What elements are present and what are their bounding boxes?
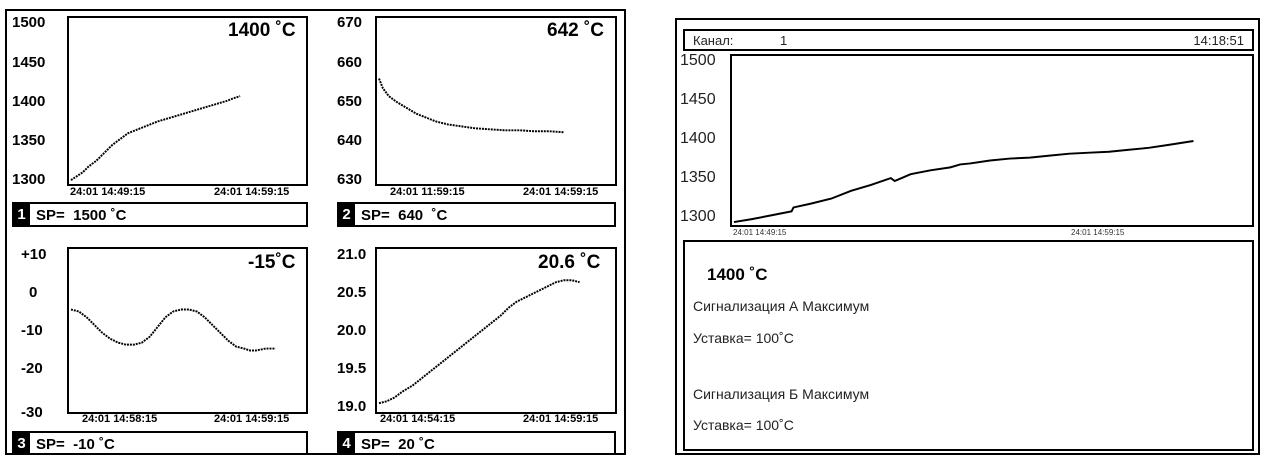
chart4-trend-line [378, 279, 580, 405]
chart3-ytick: -10 [21, 322, 43, 339]
alarm-a-title: Сигнализация А Максимум [693, 298, 870, 314]
chart3-ytick: +10 [21, 246, 47, 263]
right-chart-plot [730, 54, 1254, 227]
chart2-plot [375, 16, 617, 186]
chart2-setpoint-box: 2 SP= 640 ˚C [337, 202, 616, 227]
right-chart-ytick: 1400 [680, 130, 716, 147]
chart1-setpoint: SP= 1500 ˚C [36, 207, 127, 224]
chart3-number: 3 [13, 432, 30, 455]
right-chart-ytick: 1300 [680, 208, 716, 225]
channel-header: Канал: 1 14:18:51 [683, 29, 1254, 51]
right-chart-trend-line [733, 140, 1194, 224]
chart1-ytick: 1400 [12, 93, 46, 110]
chart4-number: 4 [338, 432, 355, 455]
chart1-ytick: 1350 [12, 132, 46, 149]
chart1-number: 1 [13, 203, 30, 226]
chart4-ytick: 19.0 [337, 398, 367, 415]
chart2-xtick: 24:01 14:59:15 [523, 186, 599, 198]
chart3-xtick: 24:01 14:59:15 [214, 413, 290, 425]
chart4-setpoint-box: 4 SP= 20 ˚C [337, 431, 616, 455]
chart3-ytick: -20 [21, 360, 43, 377]
chart4-value: 20.6 ˚C [538, 252, 601, 273]
chart4-setpoint: SP= 20 ˚C [361, 436, 435, 453]
chart1-value: 1400 ˚C [228, 20, 296, 41]
right-chart-ytick: 1450 [680, 91, 716, 108]
chart3-plot [67, 247, 308, 414]
chart1-xtick: 24:01 14:59:15 [214, 186, 290, 198]
chart1-trend-line [70, 95, 241, 181]
chart2-ytick: 640 [337, 132, 363, 149]
chart1-setpoint-box: 1 SP= 1500 ˚C [12, 202, 308, 227]
chart2-xtick: 24:01 11:59:15 [390, 186, 465, 198]
chart4-ytick: 19.5 [337, 360, 367, 377]
right-chart-ytick: 1500 [680, 52, 716, 69]
chart1-ytick: 1300 [12, 171, 46, 188]
chart3-trend-line [70, 308, 276, 352]
chart4-ytick: 20.5 [337, 284, 367, 301]
chart3-xtick: 24:01 14:58:15 [82, 413, 158, 425]
chart2-ytick: 650 [337, 93, 363, 110]
channel-value: 1 [780, 33, 788, 48]
chart4-ytick: 20.0 [337, 322, 367, 339]
chart4-xtick: 24:01 14:54:15 [380, 413, 456, 425]
chart1-ytick: 1500 [12, 14, 46, 31]
chart4-plot [375, 247, 617, 414]
info-panel [683, 240, 1254, 451]
chart4-ytick: 21.0 [337, 246, 367, 263]
header-time: 14:18:51 [1193, 33, 1244, 48]
chart2-trend-line [378, 78, 564, 134]
right-panel [675, 18, 1260, 455]
chart2-setpoint: SP= 640 ˚C [361, 207, 448, 224]
right-chart-xtick: 24:01 14:49:15 [733, 228, 787, 237]
alarm-b-setpoint: Уставка= 100˚C [693, 417, 794, 433]
channel-label: Канал: [693, 33, 734, 48]
chart2-ytick: 660 [337, 54, 363, 71]
chart4-xtick: 24:01 14:59:15 [523, 413, 599, 425]
chart3-setpoint-box: 3 SP= -10 ˚C [12, 431, 308, 455]
chart1-plot [67, 16, 308, 186]
right-chart-xtick: 24:01 14:59:15 [1071, 228, 1125, 237]
alarm-b-title: Сигнализация Б Максимум [693, 386, 870, 402]
left-panel [5, 9, 626, 455]
chart3-ytick: -30 [21, 404, 43, 421]
chart3-ytick: 0 [29, 284, 38, 301]
info-value: 1400 ˚C [707, 265, 768, 284]
chart2-number: 2 [338, 203, 355, 226]
chart3-setpoint: SP= -10 ˚C [36, 436, 115, 453]
chart3-value: -15˚C [248, 252, 296, 273]
chart1-xtick: 24:01 14:49:15 [70, 186, 146, 198]
alarm-a-setpoint: Уставка= 100˚C [693, 330, 794, 346]
chart1-ytick: 1450 [12, 54, 46, 71]
chart2-value: 642 ˚C [547, 20, 605, 41]
right-chart-ytick: 1350 [680, 169, 716, 186]
chart2-ytick: 630 [337, 171, 363, 188]
chart2-ytick: 670 [337, 14, 363, 31]
